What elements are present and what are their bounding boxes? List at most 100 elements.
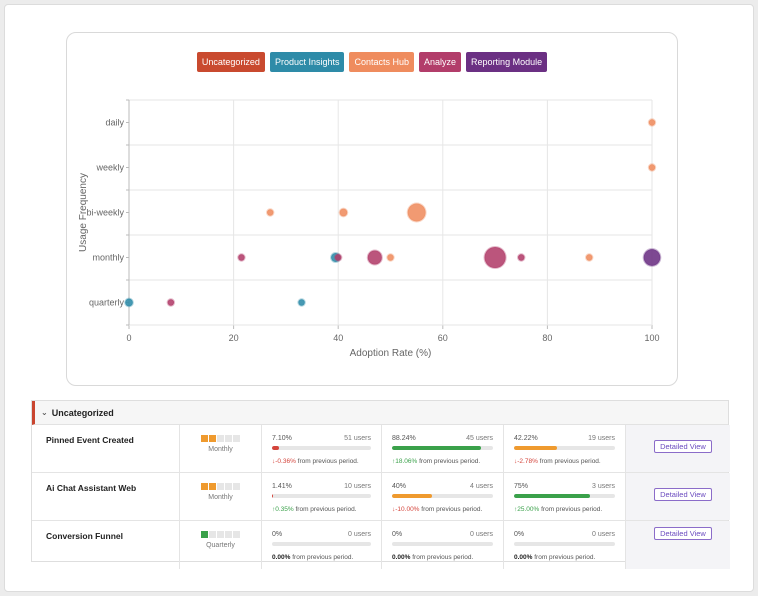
data-point	[483, 245, 507, 270]
metric-percent: 75%	[514, 483, 529, 490]
action-cell: Detailed View	[626, 473, 730, 520]
change-suffix: from previous period.	[539, 458, 601, 465]
event-name-cell: Pinned Event Created	[32, 425, 180, 472]
legend-item[interactable]: Reporting Module	[466, 52, 548, 72]
data-point	[642, 248, 662, 267]
metric-cell: 7.10% 51 users ↓-0.36% from previous perio…	[262, 425, 382, 472]
metric-cell: 75% 3 users ↑25.00% from previous period.	[504, 473, 626, 520]
metric-progress-bar	[272, 446, 371, 450]
event-name: Ai Chat Assistant Web	[46, 483, 137, 493]
metric-progress-bar	[514, 542, 615, 546]
metric-progress-bar	[514, 446, 615, 450]
group-header[interactable]: ⌄ Uncategorized	[32, 401, 728, 425]
data-point	[237, 253, 246, 262]
x-axis-title: Adoption Rate (%)	[350, 348, 432, 359]
change-suffix: from previous period.	[534, 554, 596, 561]
frequency-label: Monthly	[208, 494, 233, 501]
data-point	[124, 297, 134, 308]
metric-progress-fill	[514, 494, 590, 498]
detailed-view-button[interactable]: Detailed View	[654, 527, 712, 540]
metric-users: 45 users	[466, 435, 493, 442]
frequency-box	[201, 531, 208, 538]
metric-change: ↑25.00% from previous period.	[514, 506, 602, 513]
chevron-down-icon: ⌄	[41, 408, 48, 417]
frequency-cell: Quarterly	[180, 521, 262, 569]
metric-progress-fill	[272, 494, 274, 498]
frequency-box	[209, 483, 216, 490]
frequency-box	[233, 483, 240, 490]
change-suffix: from previous period.	[295, 506, 357, 513]
metric-cell: 0% 0 users 0.00% from previous period.	[504, 521, 626, 569]
metric-change: ↓-10.00% from previous period.	[392, 506, 482, 513]
change-suffix: from previous period.	[412, 554, 474, 561]
frequency-indicator	[201, 531, 240, 538]
metric-progress-bar	[272, 494, 371, 498]
metric-progress-fill	[514, 446, 557, 450]
frequency-cell: Monthly	[180, 473, 262, 520]
detailed-view-button[interactable]: Detailed View	[654, 440, 712, 453]
change-value: 0.00%	[392, 554, 411, 561]
table-row: Pinned Event Created Monthly 7.10% 51 users…	[32, 425, 730, 473]
metric-change: 0.00% from previous period.	[272, 554, 353, 561]
data-point	[297, 298, 306, 307]
data-point	[517, 253, 526, 262]
legend-item[interactable]: Product Insights	[269, 52, 345, 72]
legend-item[interactable]: Uncategorized	[196, 52, 265, 72]
frequency-indicator	[201, 483, 240, 490]
metric-users: 4 users	[470, 483, 493, 490]
metric-change: 0.00% from previous period.	[392, 554, 473, 561]
event-name-cell: Ai Chat Assistant Web	[32, 473, 180, 520]
change-suffix: from previous period.	[541, 506, 603, 513]
metric-percent: 42.22%	[514, 435, 538, 442]
data-point	[266, 208, 275, 217]
feature-table: ⌄ Uncategorized Pinned Event Created Mont…	[31, 400, 730, 569]
detailed-view-button[interactable]: Detailed View	[654, 488, 712, 501]
change-suffix: from previous period.	[292, 554, 354, 561]
frequency-box	[217, 531, 224, 538]
metric-percent: 0%	[392, 531, 403, 538]
metric-cell: 0% 0 users 0.00% from previous period.	[262, 521, 382, 569]
event-name: Pinned Event Created	[46, 435, 134, 445]
x-tick-label: 60	[438, 333, 448, 343]
metric-percent: 0%	[514, 531, 525, 538]
data-point	[585, 253, 594, 262]
frequency-box	[201, 435, 208, 442]
table-row: Ai Chat Assistant Web Monthly 1.41% 10 user…	[32, 473, 730, 521]
x-tick-label: 40	[333, 333, 343, 343]
legend-item[interactable]: Analyze	[419, 52, 462, 72]
metric-progress-bar	[514, 494, 615, 498]
x-tick-label: 80	[542, 333, 552, 343]
chart-card: Uncategorized Product Insights Contacts Hu…	[66, 32, 678, 386]
change-arrow-icon: ↓	[514, 458, 518, 465]
x-tick-label: 100	[644, 333, 659, 343]
chart-legend: Uncategorized Product Insights Contacts Hu…	[67, 52, 677, 72]
data-point	[166, 298, 176, 307]
frequency-box	[209, 531, 216, 538]
change-value: -0.36%	[275, 458, 296, 465]
frequency-box	[217, 435, 224, 442]
change-arrow-icon: ↓	[392, 506, 396, 513]
change-value: 0.00%	[272, 554, 291, 561]
metric-progress-bar	[392, 494, 493, 498]
metric-progress-bar	[392, 446, 493, 450]
table-row: Conversion Funnel Quarterly 0% 0 users 0.00%…	[32, 521, 730, 569]
metric-cell: 40% 4 users ↓-10.00% from previous period.	[382, 473, 504, 520]
frequency-label: Monthly	[208, 446, 233, 453]
frequency-box	[201, 483, 208, 490]
y-tick-label: bi-weekly	[86, 208, 124, 218]
metric-percent: 40%	[392, 483, 407, 490]
metric-cell: 1.41% 10 users ↑0.35% from previous period…	[262, 473, 382, 520]
change-suffix: from previous period.	[419, 458, 481, 465]
legend-item[interactable]: Contacts Hub	[349, 52, 415, 72]
change-arrow-icon: ↑	[272, 506, 276, 513]
event-name: Conversion Funnel	[46, 531, 123, 541]
metric-percent: 0%	[272, 531, 283, 538]
metric-percent: 1.41%	[272, 483, 292, 490]
metric-change: 0.00% from previous period.	[514, 554, 595, 561]
metric-users: 0 users	[348, 531, 371, 538]
change-suffix: from previous period.	[421, 506, 483, 513]
metric-change: ↓-0.36% from previous period.	[272, 458, 359, 465]
frequency-box	[217, 483, 224, 490]
metric-progress-bar	[392, 542, 493, 546]
action-cell: Detailed View	[626, 521, 730, 569]
